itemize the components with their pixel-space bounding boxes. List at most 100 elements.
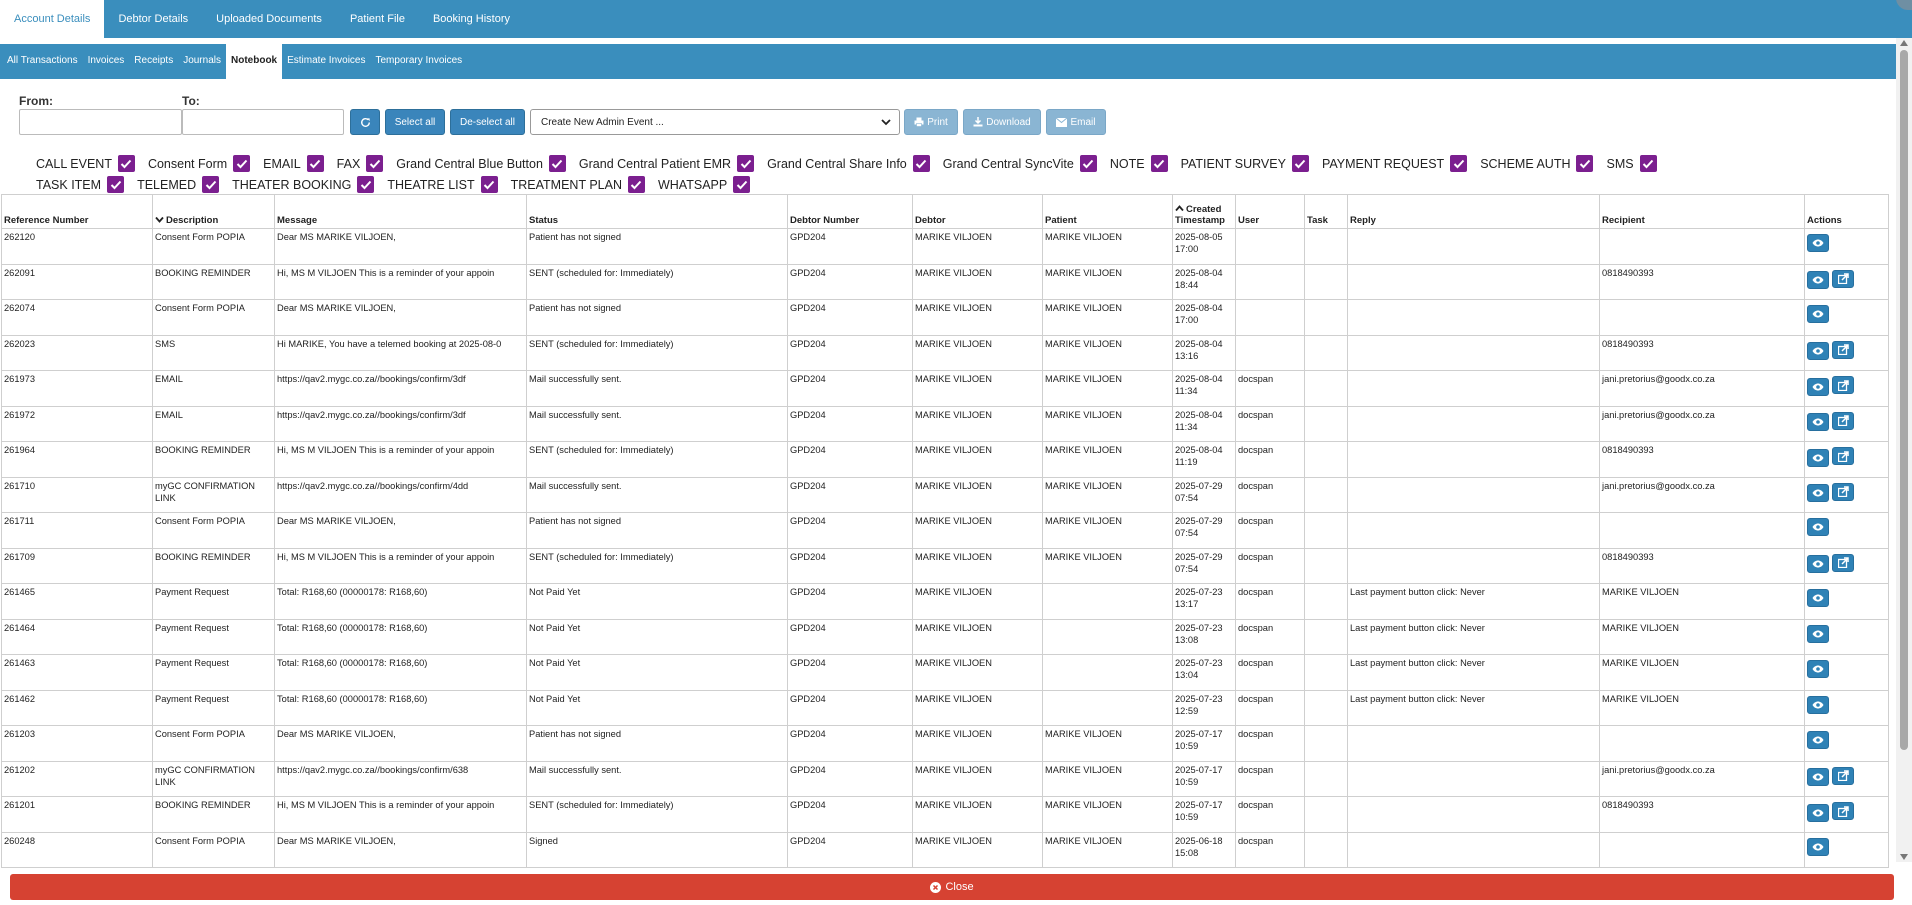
resend-button[interactable] bbox=[1832, 766, 1854, 785]
event-type-filter[interactable]: PAYMENT REQUEST bbox=[1322, 155, 1468, 172]
resend-button[interactable] bbox=[1832, 340, 1854, 359]
table-row[interactable]: 262074 Consent Form POPIA Dear MS MARIKE V… bbox=[1, 299, 1889, 336]
col-created-timestamp[interactable]: Created Timestamp bbox=[1172, 194, 1236, 229]
from-date-input[interactable] bbox=[19, 109, 182, 135]
tab-booking-history[interactable]: Booking History bbox=[432, 13, 511, 25]
event-type-checkbox[interactable] bbox=[627, 176, 645, 193]
resend-button[interactable] bbox=[1832, 269, 1854, 288]
view-button[interactable] bbox=[1807, 837, 1829, 856]
event-type-filter[interactable]: SCHEME AUTH bbox=[1480, 155, 1594, 172]
tab-uploaded-documents[interactable]: Uploaded Documents bbox=[216, 13, 322, 25]
print-button[interactable]: Print bbox=[904, 109, 958, 135]
tab-invoices[interactable]: Invoices bbox=[87, 55, 125, 66]
view-button[interactable] bbox=[1807, 518, 1829, 536]
resend-button[interactable] bbox=[1832, 482, 1854, 501]
event-type-filter[interactable]: CALL EVENT bbox=[36, 155, 135, 172]
event-type-filter[interactable]: TASK ITEM bbox=[36, 176, 125, 193]
view-button[interactable] bbox=[1807, 377, 1829, 396]
tab-receipts[interactable]: Receipts bbox=[134, 55, 174, 66]
table-row[interactable]: 262023 SMS Hi MARIKE, You have a telemed b… bbox=[1, 334, 1889, 371]
vertical-scrollbar[interactable] bbox=[1896, 38, 1912, 862]
event-type-checkbox[interactable] bbox=[107, 176, 125, 193]
event-type-filter[interactable]: TELEMED bbox=[137, 176, 220, 193]
event-type-checkbox[interactable] bbox=[117, 155, 135, 172]
tab-all-transactions[interactable]: All Transactions bbox=[7, 55, 78, 66]
view-button[interactable] bbox=[1807, 555, 1829, 573]
event-type-filter[interactable]: Grand Central SyncVite bbox=[943, 155, 1097, 172]
tab-journals[interactable]: Journals bbox=[183, 55, 221, 66]
event-type-checkbox[interactable] bbox=[1150, 155, 1168, 172]
event-type-filter[interactable]: Grand Central Patient EMR bbox=[579, 155, 755, 172]
event-type-checkbox[interactable] bbox=[733, 176, 751, 193]
view-button[interactable] bbox=[1807, 342, 1829, 360]
table-row[interactable]: 262120 Consent Form POPIA Dear MS MARIKE V… bbox=[1, 228, 1889, 265]
event-type-checkbox[interactable] bbox=[1291, 155, 1309, 172]
col-message[interactable]: Message bbox=[274, 194, 527, 229]
event-type-checkbox[interactable] bbox=[306, 155, 324, 172]
email-button[interactable]: Email bbox=[1046, 109, 1106, 135]
event-type-filter[interactable]: EMAIL bbox=[263, 155, 324, 172]
event-type-checkbox[interactable] bbox=[1639, 155, 1657, 172]
event-type-filter[interactable]: PATIENT SURVEY bbox=[1181, 155, 1309, 172]
refresh-button[interactable] bbox=[350, 109, 380, 135]
resend-button[interactable] bbox=[1832, 553, 1854, 572]
table-row[interactable]: 262091 BOOKING REMINDER Hi, MS M VILJOEN T… bbox=[1, 263, 1889, 300]
resend-button[interactable] bbox=[1832, 447, 1854, 465]
view-button[interactable] bbox=[1807, 695, 1829, 714]
table-row[interactable]: 260248 Consent Form POPIA Dear MS MARIKE V… bbox=[1, 831, 1889, 868]
event-type-filter[interactable]: THEATRE LIST bbox=[387, 176, 498, 193]
col-recipient[interactable]: Recipient bbox=[1599, 194, 1805, 229]
event-type-checkbox[interactable] bbox=[202, 176, 220, 193]
tab-estimate-invoices[interactable]: Estimate Invoices bbox=[287, 55, 366, 66]
event-type-filter[interactable]: NOTE bbox=[1110, 155, 1168, 172]
event-type-checkbox[interactable] bbox=[548, 155, 566, 172]
view-button[interactable] bbox=[1807, 484, 1829, 502]
col-debtor-number[interactable]: Debtor Number bbox=[787, 194, 913, 229]
col-patient[interactable]: Patient bbox=[1042, 194, 1173, 229]
table-row[interactable]: 261201 BOOKING REMINDER Hi, MS M VILJOEN T… bbox=[1, 796, 1889, 833]
to-date-input[interactable] bbox=[182, 109, 344, 135]
view-button[interactable] bbox=[1807, 271, 1829, 289]
tab-patient-file[interactable]: Patient File bbox=[349, 13, 405, 25]
download-button[interactable]: Download bbox=[963, 109, 1041, 135]
close-button[interactable]: Close bbox=[10, 874, 1894, 900]
tab-debtor-details[interactable]: Debtor Details bbox=[118, 13, 189, 25]
view-button[interactable] bbox=[1807, 624, 1829, 643]
table-row[interactable]: 261709 BOOKING REMINDER Hi, MS M VILJOEN T… bbox=[1, 547, 1889, 584]
table-row[interactable]: 261710 myGC CONFIRMATION LINK https://qav2… bbox=[1, 476, 1889, 513]
tab-notebook[interactable]: Notebook bbox=[226, 44, 283, 79]
scroll-up-arrow-icon[interactable] bbox=[1900, 40, 1908, 46]
event-type-checkbox[interactable] bbox=[366, 155, 384, 172]
col-user[interactable]: User bbox=[1235, 194, 1305, 229]
event-type-checkbox[interactable] bbox=[480, 176, 498, 193]
table-row[interactable]: 261462 Payment Request Total: R168,60 (000… bbox=[1, 689, 1889, 726]
select-all-button[interactable]: Select all bbox=[385, 109, 445, 135]
table-row[interactable]: 261463 Payment Request Total: R168,60 (000… bbox=[1, 654, 1889, 691]
table-row[interactable]: 261464 Payment Request Total: R168,60 (000… bbox=[1, 618, 1889, 655]
admin-event-select[interactable]: Create New Admin Event ... bbox=[530, 109, 900, 135]
scroll-thumb[interactable] bbox=[1900, 50, 1908, 750]
event-type-checkbox[interactable] bbox=[737, 155, 755, 172]
table-row[interactable]: 261465 Payment Request Total: R168,60 (000… bbox=[1, 583, 1889, 620]
scroll-down-arrow-icon[interactable] bbox=[1900, 854, 1908, 860]
view-button[interactable] bbox=[1807, 589, 1829, 607]
deselect-all-button[interactable]: De-select all bbox=[450, 109, 525, 135]
col-reference-number[interactable]: Reference Number bbox=[1, 194, 153, 229]
tab-temporary-invoices[interactable]: Temporary Invoices bbox=[375, 55, 463, 66]
table-row[interactable]: 261203 Consent Form POPIA Dear MS MARIKE V… bbox=[1, 725, 1889, 762]
col-status[interactable]: Status bbox=[526, 194, 788, 229]
event-type-checkbox[interactable] bbox=[357, 176, 375, 193]
event-type-filter[interactable]: THEATER BOOKING bbox=[232, 176, 375, 193]
event-type-checkbox[interactable] bbox=[912, 155, 930, 172]
table-row[interactable]: 261972 EMAIL https://qav2.mygc.co.za//book… bbox=[1, 405, 1889, 442]
event-type-checkbox[interactable] bbox=[1450, 155, 1468, 172]
view-button[interactable] bbox=[1807, 731, 1829, 749]
col-task[interactable]: Task bbox=[1304, 194, 1348, 229]
event-type-filter[interactable]: SMS bbox=[1606, 155, 1657, 172]
table-row[interactable]: 261202 myGC CONFIRMATION LINK https://qav2… bbox=[1, 760, 1889, 797]
view-button[interactable] bbox=[1807, 660, 1829, 678]
view-button[interactable] bbox=[1807, 234, 1829, 252]
resend-button[interactable] bbox=[1832, 411, 1854, 430]
event-type-filter[interactable]: Consent Form bbox=[148, 155, 251, 172]
tab-account-details[interactable]: Account Details bbox=[0, 0, 105, 38]
